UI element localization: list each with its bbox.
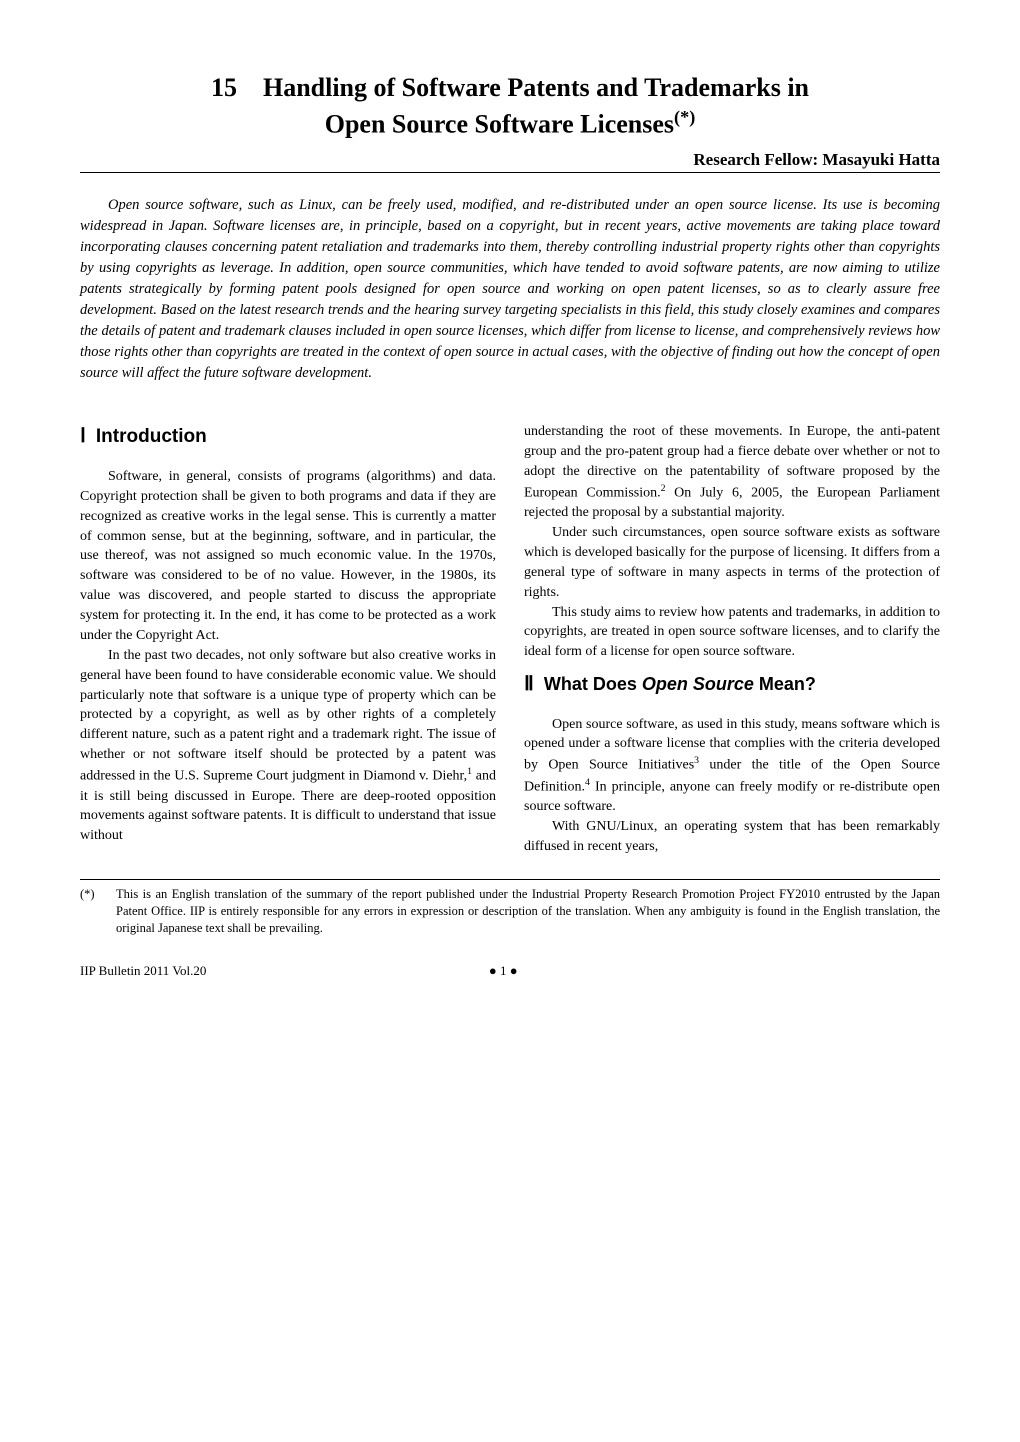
section-1-para-1: Software, in general, consists of progra… [80,467,496,646]
title-line-2: Open Source Software Licenses(*) [80,105,940,142]
section-1-para-3: Under such circumstances, open source so… [524,523,940,603]
section-1-para-2-cont: understanding the root of these movement… [524,422,940,523]
section-2-title-a: What Does [544,674,642,694]
section-1-heading: Ⅰ Introduction [80,422,496,451]
section-2-para-2: With GNU/Linux, an operating system that… [524,817,940,857]
footnote-marker: (*) [80,886,116,937]
bulletin-label: IIP Bulletin 2011 Vol.20 [80,963,206,979]
section-2-title-b: Mean? [754,674,816,694]
right-column: understanding the root of these movement… [524,422,940,857]
title-line-1: 15 Handling of Software Patents and Trad… [80,70,940,105]
title-block: 15 Handling of Software Patents and Trad… [80,70,940,142]
s1p1-text: Software, in general, consists of progra… [80,469,496,643]
title-text-1: Handling of Software Patents and Tradema… [263,73,809,102]
footnote: (*) This is an English translation of th… [80,886,940,937]
section-1-roman: Ⅰ [80,425,86,447]
section-1-para-4: This study aims to review how patents an… [524,603,940,663]
footnote-rule [80,879,940,880]
s2p2-text: With GNU/Linux, an operating system that… [524,819,940,854]
s1p2a-text: In the past two decades, not only softwa… [80,648,496,784]
section-2-heading: Ⅱ What Does Open Source Mean? [524,670,940,698]
title-text-2: Open Source Software Licenses [325,110,674,139]
s1p4-text: This study aims to review how patents an… [524,605,940,660]
abstract-text: Open source software, such as Linux, can… [80,197,940,381]
title-rule [80,172,940,173]
section-2-roman: Ⅱ [524,673,534,695]
section-1-title: Introduction [96,426,207,447]
left-column: Ⅰ Introduction Software, in general, cons… [80,422,496,857]
author-label: Research Fellow: Masayuki Hatta [693,150,940,170]
section-1-para-2: In the past two decades, not only softwa… [80,646,496,846]
footnote-text: This is an English translation of the su… [116,886,940,937]
two-column-body: Ⅰ Introduction Software, in general, cons… [80,422,940,857]
section-2-title-ital: Open Source [642,674,754,694]
chapter-number: 15 [211,73,237,102]
page-footer: IIP Bulletin 2011 Vol.20 ● 1 ● [80,963,940,979]
abstract: Open source software, such as Linux, can… [80,195,940,384]
s1p3-text: Under such circumstances, open source so… [524,525,940,600]
section-2-para-1: Open source software, as used in this st… [524,715,940,818]
page-number: ● 1 ● [206,963,800,979]
title-sup: (*) [674,107,695,127]
author-row: Research Fellow: Masayuki Hatta [80,150,940,170]
